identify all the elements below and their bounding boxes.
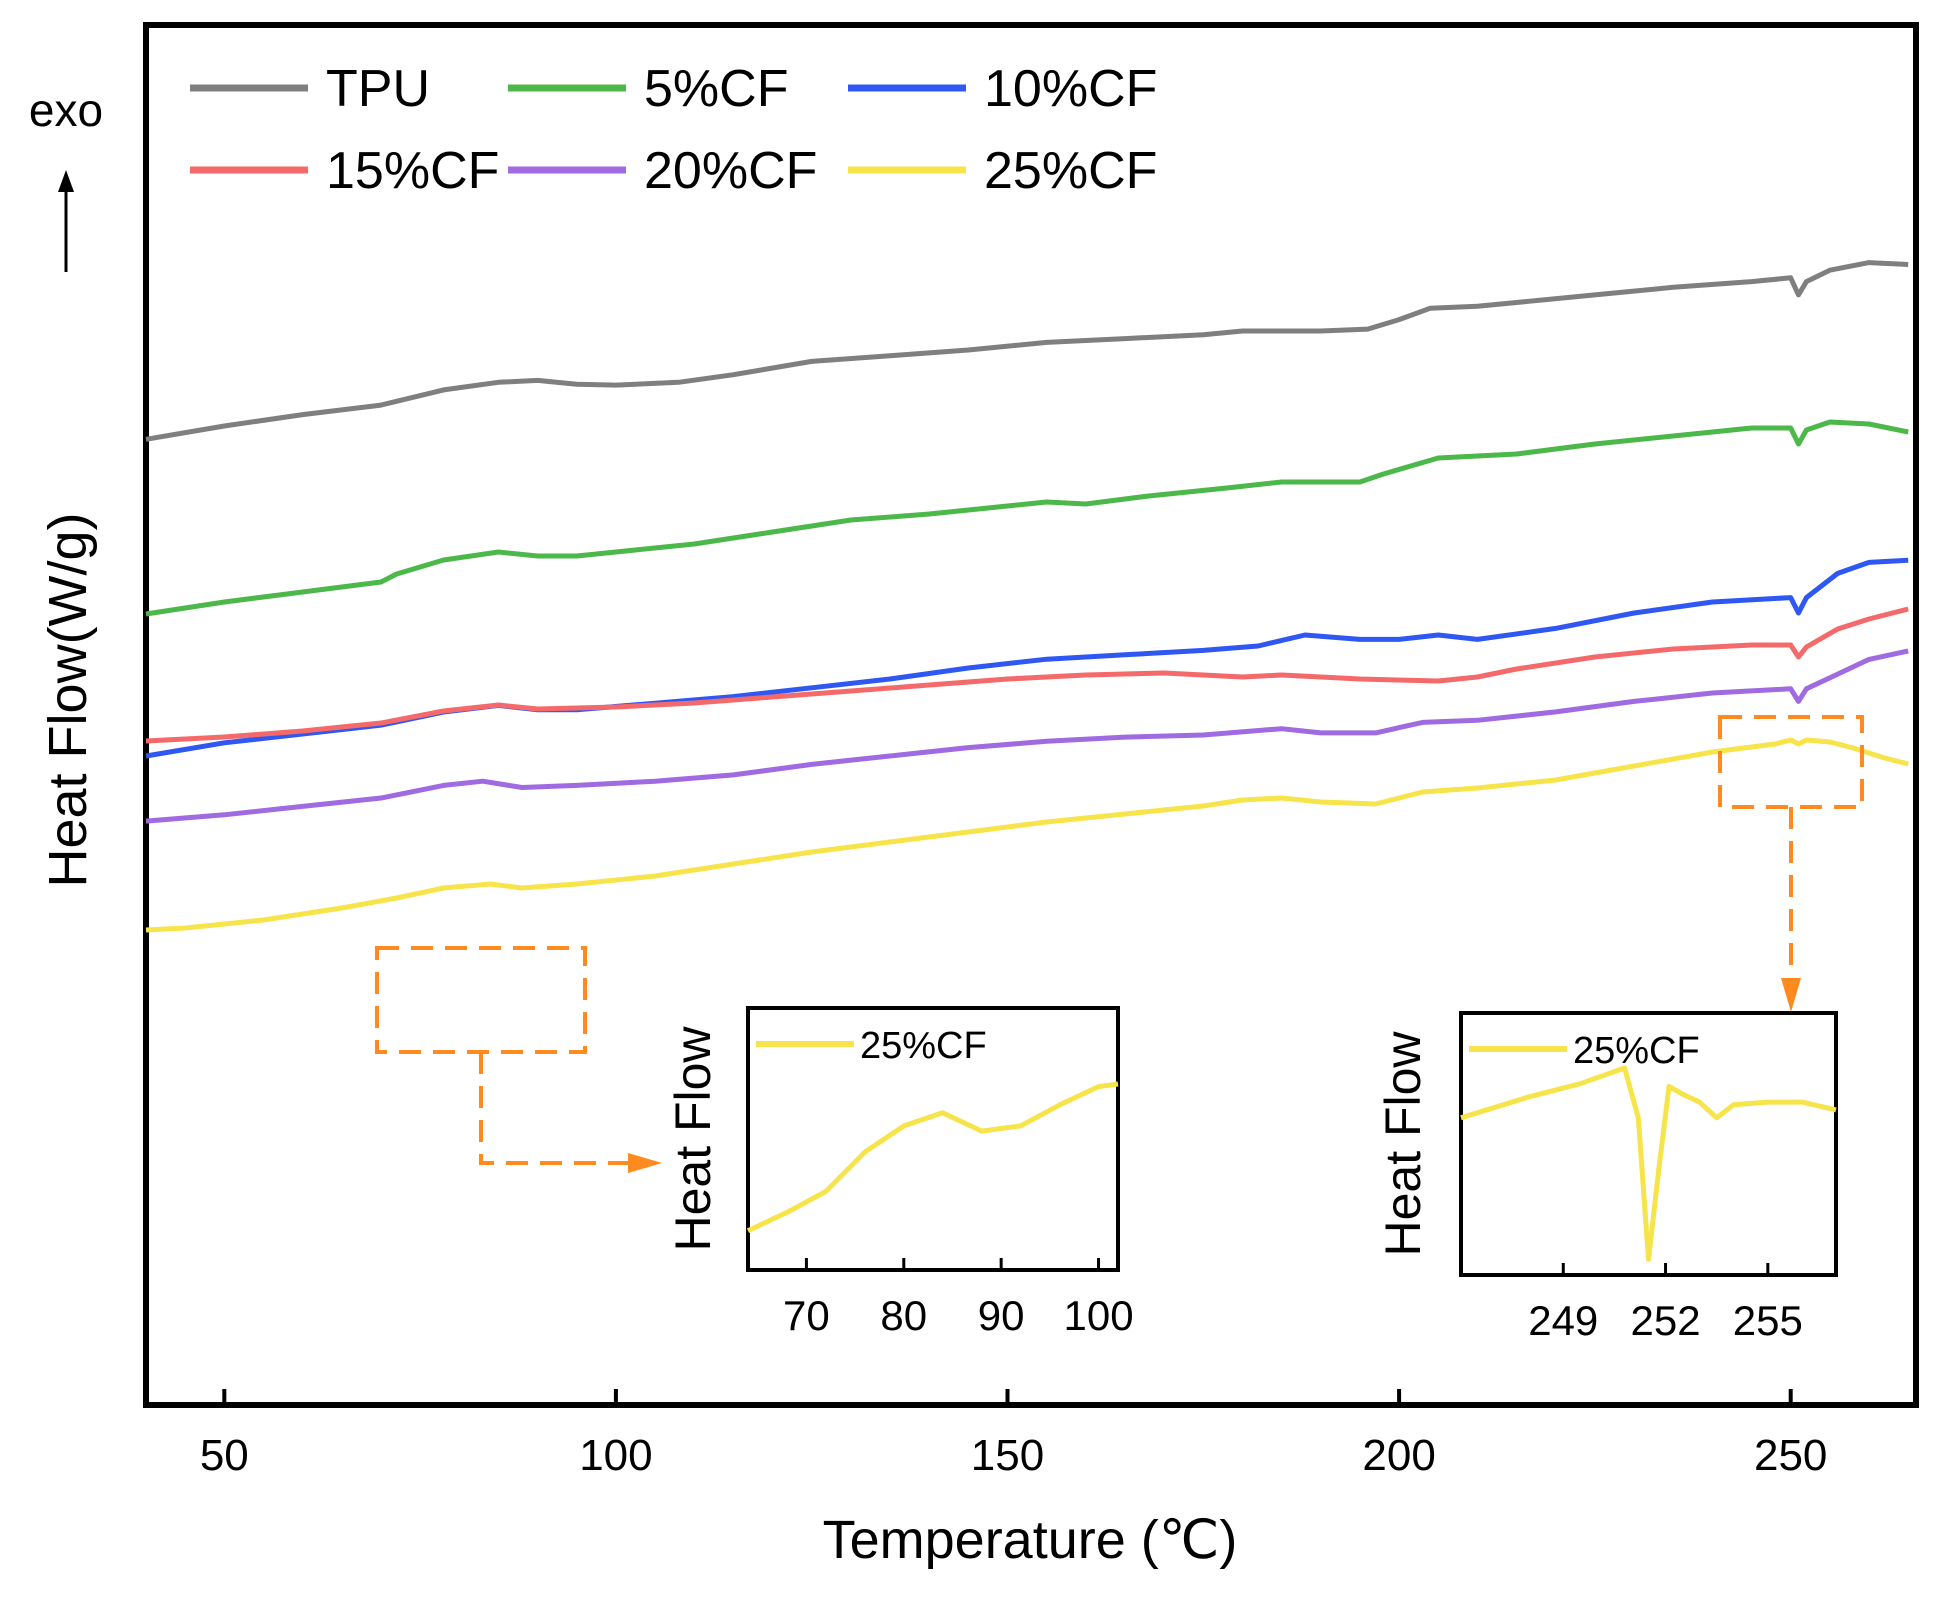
highlight-connector-left [479, 1052, 640, 1165]
inset-x-tick-label: 80 [880, 1292, 927, 1339]
inset-legend-label: 25%CF [1573, 1030, 1700, 1072]
inset-x-tick-label: 100 [1063, 1292, 1133, 1339]
inset-y-axis-title: Heat Flow [1375, 1031, 1431, 1257]
inset-frame [746, 1006, 1120, 1272]
x-axis-ticks: 50 100 150 200 250 [200, 1389, 1827, 1480]
legend: TPU 5%CF 10%CF 15%CF 20%CF 25%CF [190, 60, 1157, 200]
legend-label-10pct-cf: 10%CF [984, 60, 1157, 118]
series-line-10pct-cf [145, 557, 1909, 759]
legend-label-5pct-cf: 5%CF [644, 60, 788, 118]
series-line-20pct-cf [145, 648, 1909, 824]
inset-chart-high-temp: 249 252 255 25%CF Heat Flow [1375, 1011, 1838, 1344]
x-tick-label: 100 [579, 1431, 652, 1480]
inset-x-tick-label: 252 [1631, 1297, 1701, 1344]
x-axis-title: Temperature (℃) [823, 1510, 1238, 1570]
inset-y-axis-title: Heat Flow [665, 1026, 721, 1252]
inset-chart-low-temp: 70 80 90 100 25%CF Heat Flow [665, 1006, 1134, 1339]
x-tick-label: 200 [1362, 1431, 1435, 1480]
x-tick-label: 150 [971, 1431, 1044, 1480]
inset-series-line [746, 1081, 1119, 1233]
plot-frame [143, 22, 1919, 1408]
inset-x-tick-label: 249 [1528, 1297, 1598, 1344]
inset-legend-label: 25%CF [860, 1025, 987, 1067]
highlight-arrowhead-left [628, 1153, 662, 1173]
inset-x-tick-label: 90 [978, 1292, 1025, 1339]
highlight-arrowhead-right [1781, 978, 1801, 1012]
legend-label-tpu: TPU [326, 60, 430, 118]
x-tick-label: 50 [200, 1431, 249, 1480]
inset-x-tick-label: 70 [783, 1292, 830, 1339]
legend-label-15pct-cf: 15%CF [326, 142, 499, 200]
series-group [145, 260, 1909, 933]
series-line-25pct-cf [145, 737, 1909, 933]
legend-label-20pct-cf: 20%CF [644, 142, 817, 200]
inset-x-tick-label: 255 [1733, 1297, 1803, 1344]
exo-arrow-head [58, 170, 74, 192]
highlight-box-right [1718, 715, 1864, 809]
x-tick-label: 250 [1754, 1431, 1827, 1480]
y-axis-title: Heat Flow(W/g) [38, 512, 98, 887]
exo-label: exo [29, 84, 103, 136]
series-line-tpu [145, 260, 1909, 442]
inset-series-line [1460, 1065, 1837, 1262]
highlight-annotations [375, 715, 1864, 1165]
highlight-box-left [375, 946, 587, 1054]
series-line-5pct-cf [145, 419, 1909, 617]
legend-label-25pct-cf: 25%CF [984, 142, 1157, 200]
series-line-15pct-cf [145, 606, 1909, 744]
